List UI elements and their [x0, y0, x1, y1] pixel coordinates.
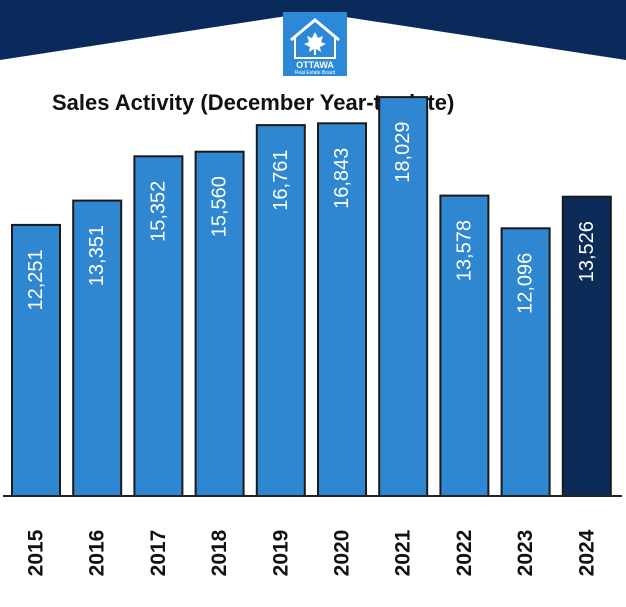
- logo-name: OTTAWA: [296, 60, 334, 70]
- x-tick-2019: 2019: [269, 530, 292, 577]
- x-tick-2022: 2022: [453, 530, 476, 577]
- bar-2019: [255, 124, 306, 497]
- x-tick-2021: 2021: [392, 529, 415, 576]
- bar-2024: [561, 195, 612, 497]
- x-tick-2023: 2023: [514, 530, 537, 577]
- bar-value-label-2020: 16,843: [331, 148, 353, 209]
- x-tick-2016: 2016: [86, 530, 109, 577]
- bar-value-label-2019: 16,761: [270, 150, 292, 211]
- bar-value-label-2022: 13,578: [453, 220, 475, 281]
- bar-2017: [133, 155, 184, 498]
- header-banner: [0, 0, 626, 60]
- bar-value-label-2018: 15,560: [209, 176, 231, 237]
- bars-group: 12,251 13,351 15,352 15,560 16,761 16,843 18,0…: [11, 96, 612, 498]
- bar-2018: [194, 150, 245, 497]
- maple-leaf-icon: [304, 32, 326, 55]
- logo-subtitle: Real Estate Board: [295, 70, 336, 76]
- bar-value-label-2016: 13,351: [86, 225, 108, 286]
- x-tick-2015: 2015: [25, 529, 48, 576]
- bar-value-label-2023: 12,096: [515, 253, 537, 314]
- bar-2021: [378, 96, 429, 497]
- bar-2023: [500, 227, 551, 498]
- x-tick-2020: 2020: [331, 530, 354, 577]
- bar-value-label-2015: 12,251: [25, 249, 47, 310]
- bar-value-label-2024: 13,526: [576, 221, 598, 282]
- bar-value-label-2021: 18,029: [392, 122, 414, 183]
- bar-value-label-2017: 15,352: [147, 181, 169, 242]
- x-tick-2017: 2017: [147, 530, 170, 577]
- house-roof-icon: [290, 18, 340, 42]
- ottawa-real-estate-board-logo: OTTAWA Real Estate Board: [283, 12, 347, 76]
- x-tick-labels: 2015 2016 2017 2018 2019 2020 2021 2022 2023 2024: [25, 529, 599, 576]
- x-tick-2018: 2018: [208, 529, 231, 576]
- bar-2020: [317, 122, 367, 498]
- bar-2022: [439, 194, 490, 497]
- x-tick-2024: 2024: [575, 529, 598, 576]
- house-walls-icon: [294, 37, 336, 59]
